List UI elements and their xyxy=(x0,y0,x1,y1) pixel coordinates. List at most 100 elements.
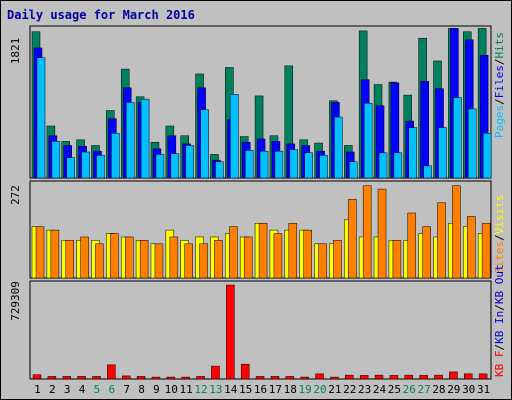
bar-pages-day-5 xyxy=(96,154,105,179)
bar-kbytes-day-3 xyxy=(62,376,71,380)
bar-sites-day-25 xyxy=(392,240,402,279)
bar-pages-day-10 xyxy=(170,153,180,179)
bar-files-day-27 xyxy=(420,81,429,179)
x-tick-label-day-6: 6 xyxy=(108,383,115,396)
x-tick-label-day-29: 29 xyxy=(447,383,460,396)
legend-sites-visits: Sites/Visits xyxy=(493,195,506,275)
bar-kbytes-day-21 xyxy=(330,376,339,380)
bar-sites-day-16 xyxy=(258,223,268,279)
bar-sites-day-14 xyxy=(229,226,238,279)
bar-pages-day-18 xyxy=(289,149,299,179)
bar-sites-day-4 xyxy=(80,236,89,279)
legend-kbytes-item-2: KB In xyxy=(493,311,506,344)
bar-kbytes-day-12 xyxy=(196,376,205,380)
bar-sites-day-20 xyxy=(318,243,327,279)
x-tick-label-day-13: 13 xyxy=(209,383,222,396)
bar-sites-day-28 xyxy=(437,202,446,279)
x-tick-label-day-26: 26 xyxy=(403,383,416,396)
x-tick-label-day-1: 1 xyxy=(34,383,41,396)
bar-sites-day-15 xyxy=(243,236,253,279)
bar-kbytes-day-29 xyxy=(449,371,458,380)
x-tick-label-day-17: 17 xyxy=(269,383,282,396)
bar-pages-day-17 xyxy=(274,150,284,179)
bar-pages-day-8 xyxy=(140,98,150,179)
bar-kbytes-day-11 xyxy=(181,376,190,380)
x-tick-label-day-25: 25 xyxy=(388,383,401,396)
bar-kbytes-day-16 xyxy=(255,376,265,380)
bar-kbytes-day-27 xyxy=(419,375,428,380)
bar-kbytes-day-14 xyxy=(226,284,235,380)
bar-pages-day-4 xyxy=(81,151,90,179)
x-tick-label-day-12: 12 xyxy=(194,383,207,396)
bar-pages-day-9 xyxy=(155,154,165,179)
bar-sites-day-31 xyxy=(481,223,491,279)
bar-pages-day-13 xyxy=(215,161,224,179)
legend-hits-files-pages-item-4: Hits xyxy=(493,32,506,59)
bar-sites-day-27 xyxy=(422,226,431,279)
bar-sites-day-1 xyxy=(35,226,45,279)
bar-pages-day-2 xyxy=(51,141,61,179)
bar-sites-day-3 xyxy=(65,240,74,279)
legend-sites-visits-item-0: Sites xyxy=(493,241,506,274)
bar-pages-day-23 xyxy=(363,102,373,179)
bar-pages-day-31 xyxy=(482,133,492,179)
bar-pages-day-7 xyxy=(125,102,135,179)
x-tick-label-day-10: 10 xyxy=(165,383,178,396)
bar-pages-day-26 xyxy=(408,127,418,179)
bar-kbytes-day-17 xyxy=(270,376,280,380)
bar-sites-day-8 xyxy=(139,240,149,279)
legend-kbytes-item-1: / xyxy=(493,344,506,351)
bar-kbytes-day-8 xyxy=(136,376,146,380)
x-tick-label-day-16: 16 xyxy=(254,383,267,396)
bar-sites-day-9 xyxy=(154,243,164,279)
legend-hits-files-pages-item-2: Files xyxy=(493,65,506,98)
bar-kbytes-day-1 xyxy=(32,374,42,380)
bar-kbytes-day-28 xyxy=(434,374,443,380)
bar-kbytes-day-15 xyxy=(240,363,250,380)
bar-sites-day-21 xyxy=(333,240,342,279)
x-tick-label-day-30: 30 xyxy=(462,383,475,396)
x-tick-label-day-9: 9 xyxy=(153,383,160,396)
bar-pages-day-29 xyxy=(453,97,462,179)
bar-sites-day-24 xyxy=(377,188,387,279)
bar-kbytes-day-2 xyxy=(47,376,57,380)
bar-kbytes-day-13 xyxy=(211,365,220,380)
bar-pages-day-11 xyxy=(185,145,194,179)
legend-kbytes-item-3: / xyxy=(493,304,506,311)
bar-sites-day-5 xyxy=(95,243,104,279)
bar-kbytes-day-26 xyxy=(404,374,414,380)
bar-kbytes-day-6 xyxy=(107,364,116,380)
bar-kbytes-day-22 xyxy=(345,374,354,380)
bar-kbytes-day-25 xyxy=(389,375,399,380)
x-tick-label-day-20: 20 xyxy=(313,383,326,396)
bar-kbytes-day-30 xyxy=(464,373,473,380)
legend-hits-files-pages: Pages/Files/Hits xyxy=(493,32,506,138)
legend-hits-files-pages-item-1: / xyxy=(493,98,506,105)
legend-kbytes-item-4: KB Out xyxy=(493,264,506,304)
legend-sites-visits-item-1: / xyxy=(493,234,506,241)
bar-pages-day-3 xyxy=(66,157,75,179)
bar-kbytes-day-4 xyxy=(77,376,86,380)
legend-kbytes-item-0: KB F xyxy=(493,351,506,378)
x-tick-label-day-24: 24 xyxy=(373,383,387,396)
bar-sites-day-18 xyxy=(288,223,298,279)
x-tick-label-day-18: 18 xyxy=(284,383,297,396)
y-max-label-1: 1821 xyxy=(9,38,22,65)
x-tick-label-day-14: 14 xyxy=(224,383,238,396)
plot-area-3 xyxy=(29,280,492,380)
bar-sites-day-30 xyxy=(467,216,476,279)
x-tick-label-day-28: 28 xyxy=(432,383,445,396)
bar-kbytes-day-9 xyxy=(151,376,161,380)
bar-pages-day-30 xyxy=(468,108,477,179)
y-max-label-3: 729309 xyxy=(9,281,22,321)
bar-sites-day-22 xyxy=(348,199,357,279)
bar-pages-day-6 xyxy=(111,133,120,179)
x-tick-label-day-27: 27 xyxy=(417,383,430,396)
x-tick-label-day-5: 5 xyxy=(94,383,101,396)
bar-pages-day-21 xyxy=(334,116,343,179)
bar-pages-day-20 xyxy=(319,154,328,179)
bar-pages-day-25 xyxy=(393,152,403,179)
bar-kbytes-day-5 xyxy=(92,376,101,380)
bar-sites-day-19 xyxy=(303,229,312,279)
